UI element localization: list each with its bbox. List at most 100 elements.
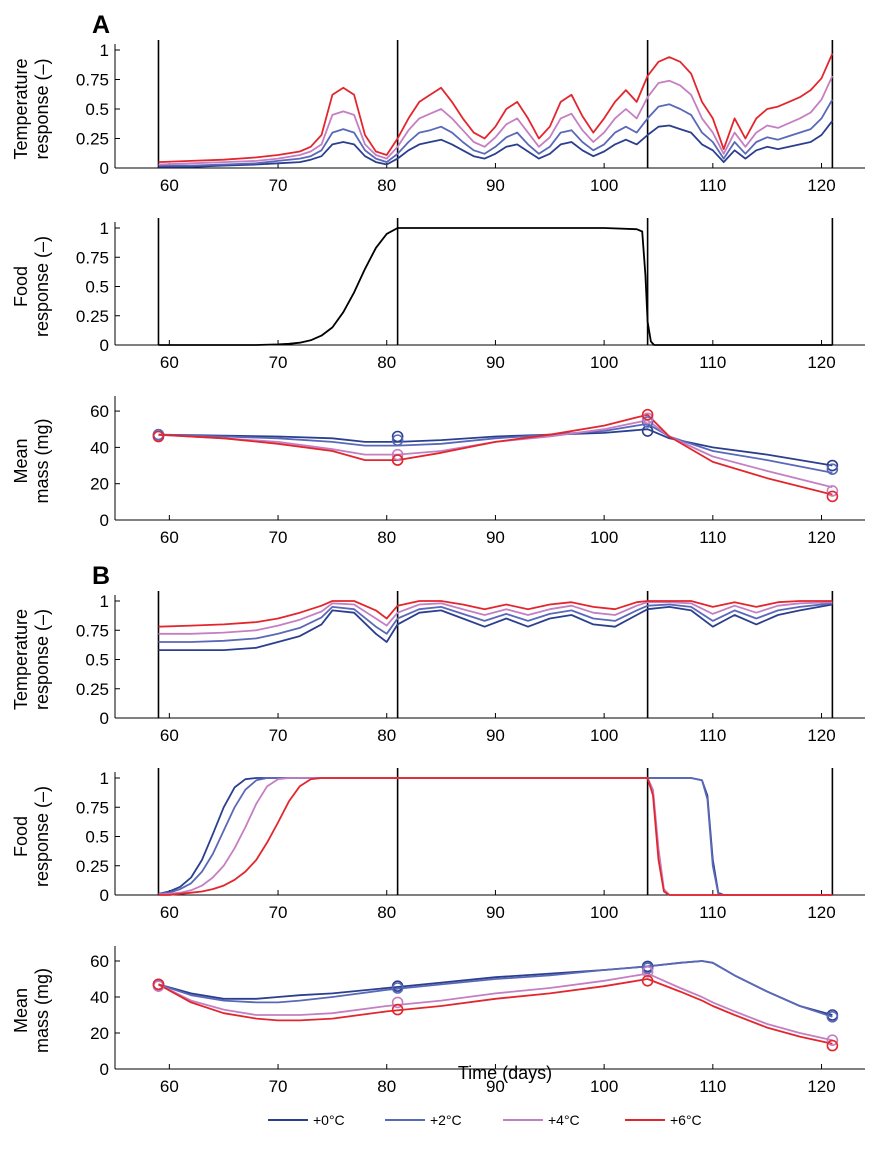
observed-point <box>641 408 654 421</box>
observed-point <box>826 1039 839 1052</box>
legend: +0°C +2°C +4°C +6°C <box>268 1112 702 1128</box>
series-line <box>158 600 833 628</box>
y-axis-label: response (–) <box>32 58 52 159</box>
x-tick-label: 90 <box>486 353 505 372</box>
y-tick-label: 0.25 <box>76 857 109 876</box>
x-tick-label: 60 <box>160 1077 179 1096</box>
x-tick-label: 90 <box>486 528 505 547</box>
y-axis-label: response (–) <box>32 236 52 337</box>
observed-point <box>391 982 404 994</box>
x-tick-label: 120 <box>807 726 835 745</box>
y-tick-label: 60 <box>90 952 109 971</box>
x-tick-label: 100 <box>590 176 618 195</box>
series-line <box>158 428 833 467</box>
observed-point <box>641 425 654 437</box>
observed-point <box>826 490 839 503</box>
series-line <box>158 777 833 896</box>
x-tick-label: 80 <box>377 726 396 745</box>
legend-label: +0°C <box>313 1112 345 1128</box>
x-tick-label: 110 <box>699 176 726 195</box>
y-tick-label: 0 <box>100 336 109 355</box>
series-line <box>158 120 834 168</box>
y-axis-label: response (–) <box>32 609 52 710</box>
x-tick-label: 90 <box>486 903 505 922</box>
observed-point <box>391 996 404 1009</box>
chart-3: 0 20 40 60 60 70 80 90 100 110 120 Mean mass (mg) <box>11 396 865 547</box>
observed-point <box>826 459 839 472</box>
y-axis-label: Food <box>11 816 31 857</box>
y-axis-label: Mean <box>11 438 31 483</box>
y-axis-label: mass (mg) <box>32 968 52 1053</box>
observed-point <box>826 485 839 497</box>
series-line <box>158 227 833 346</box>
observed-point <box>152 978 165 991</box>
observed-point <box>826 1034 839 1046</box>
y-tick-label: 0.25 <box>76 680 109 699</box>
y-tick-label: 0.5 <box>85 828 109 847</box>
y-tick-label: 40 <box>90 988 109 1007</box>
series-line <box>158 603 833 651</box>
x-tick-label: 80 <box>377 903 396 922</box>
series-line <box>158 978 833 1045</box>
y-tick-label: 1 <box>100 769 109 788</box>
y-tick-label: 0.75 <box>76 621 109 640</box>
x-tick-label: 120 <box>807 903 835 922</box>
observed-point <box>641 974 654 987</box>
chart-2: 0 0.25 0.5 0.75 1 60 70 80 90 100 110 120 Food respon… <box>11 218 865 372</box>
y-axis-label: Mean <box>11 988 31 1033</box>
x-tick-label: 100 <box>590 353 618 372</box>
y-axis-label: Food <box>11 266 31 307</box>
x-tick-label: 70 <box>269 353 288 372</box>
series-line <box>158 960 833 1018</box>
y-tick-label: 0 <box>100 886 109 905</box>
y-tick-label: 0.5 <box>85 651 109 670</box>
x-tick-label: 60 <box>160 353 179 372</box>
panel-label-a: A <box>92 11 110 39</box>
observed-point <box>391 1003 404 1016</box>
y-tick-label: 0 <box>100 511 109 530</box>
series-line <box>158 777 833 896</box>
x-tick-label: 70 <box>269 903 288 922</box>
series-line <box>158 99 834 167</box>
x-tick-label: 90 <box>486 726 505 745</box>
observed-point <box>641 416 654 428</box>
series-line <box>158 75 834 166</box>
y-axis-label: Temperature <box>11 58 31 159</box>
observed-point <box>391 448 404 461</box>
series-line <box>158 960 833 1016</box>
y-tick-label: 0.75 <box>76 798 109 817</box>
y-tick-label: 60 <box>90 402 109 421</box>
y-tick-label: 0.5 <box>85 278 109 297</box>
series-line <box>158 53 834 163</box>
x-axis-title: Time (days) <box>458 1063 552 1083</box>
series-line <box>158 601 833 635</box>
x-tick-label: 110 <box>699 1077 726 1096</box>
chart-5: 0 0.25 0.5 0.75 1 60 70 80 90 100 110 120 Food respon… <box>11 768 865 922</box>
legend-label: +4°C <box>548 1112 580 1128</box>
x-tick-label: 100 <box>590 903 618 922</box>
y-axis-label: response (–) <box>32 786 52 887</box>
y-tick-label: 20 <box>90 475 109 494</box>
y-tick-label: 40 <box>90 438 109 457</box>
x-tick-label: 120 <box>807 176 835 195</box>
x-tick-label: 80 <box>377 528 396 547</box>
x-tick-label: 80 <box>377 353 396 372</box>
y-tick-label: 0.75 <box>76 71 109 90</box>
series-line <box>158 422 833 474</box>
observed-point <box>641 965 654 978</box>
series-line <box>158 777 833 896</box>
x-tick-label: 60 <box>160 903 179 922</box>
x-tick-label: 80 <box>377 176 396 195</box>
x-tick-label: 70 <box>269 726 288 745</box>
chart-4: 0 0.25 0.5 0.75 1 60 70 80 90 100 110 120 Temperatur… <box>11 591 865 745</box>
y-tick-label: 0 <box>100 709 109 728</box>
y-tick-label: 0.75 <box>76 248 109 267</box>
observed-point <box>641 962 654 975</box>
observed-point <box>826 1010 839 1023</box>
x-tick-label: 80 <box>377 1077 396 1096</box>
chart-1: 0 0.25 0.5 0.75 1 60 70 80 90 100 110 120 Temperatur… <box>11 40 865 195</box>
y-tick-label: 1 <box>100 41 109 60</box>
x-tick-label: 120 <box>807 1077 835 1096</box>
chart-6: 0 20 40 60 60 70 80 90 100 110 120 Mean mass (mg) <box>11 946 865 1096</box>
